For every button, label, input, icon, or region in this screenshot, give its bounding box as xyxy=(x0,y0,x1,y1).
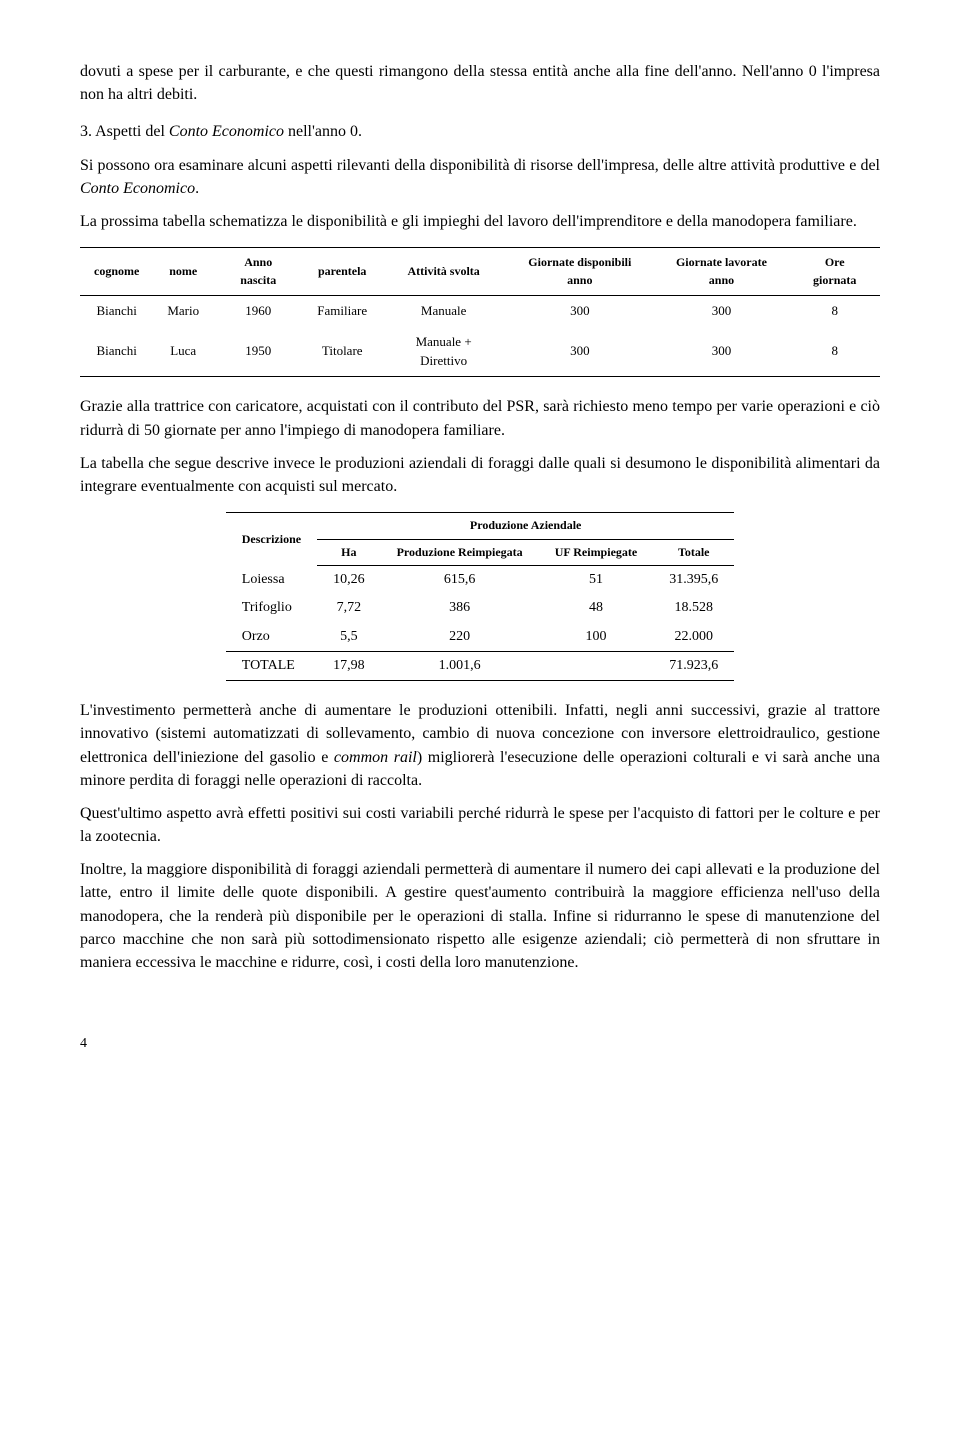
col-cognome: cognome xyxy=(80,248,153,296)
cell: 18.528 xyxy=(653,594,734,622)
cell: 8 xyxy=(789,327,880,377)
section-heading: 3. Aspetti del Conto Economico nell'anno… xyxy=(80,120,880,143)
cell: 100 xyxy=(539,623,654,652)
cell: 7,72 xyxy=(317,594,381,622)
cell: 10,26 xyxy=(317,565,381,594)
page-number: 4 xyxy=(80,1034,880,1054)
cell: 17,98 xyxy=(317,651,381,680)
p6-part-italic: common rail xyxy=(334,749,417,766)
cell: 1.001,6 xyxy=(381,651,539,680)
col-parentela: parentela xyxy=(303,248,381,296)
col-ha: Ha xyxy=(317,539,381,565)
cell: Trifoglio xyxy=(226,594,317,622)
cell: Familiare xyxy=(303,295,381,326)
labor-table-header-row: cognome nome Anno nascita parentela Atti… xyxy=(80,248,880,296)
cell: Manuale xyxy=(381,295,506,326)
cell: 300 xyxy=(653,327,789,377)
p2-part-c: . xyxy=(195,180,199,197)
col-totale: Totale xyxy=(653,539,734,565)
paragraph-3: La prossima tabella schematizza le dispo… xyxy=(80,210,880,233)
col-prod-reimp: Produzione Reimpiegata xyxy=(381,539,539,565)
paragraph-6: L'investimento permetterà anche di aumen… xyxy=(80,699,880,792)
cell: 300 xyxy=(506,295,653,326)
cell: Mario xyxy=(153,295,213,326)
table-row: Trifoglio 7,72 386 48 18.528 xyxy=(226,594,734,622)
table-row: Bianchi Luca 1950 Titolare Manuale + Dir… xyxy=(80,327,880,377)
table-total-row: TOTALE 17,98 1.001,6 71.923,6 xyxy=(226,651,734,680)
cell: 71.923,6 xyxy=(653,651,734,680)
cell: 300 xyxy=(653,295,789,326)
cell: Bianchi xyxy=(80,295,153,326)
table-row: Loiessa 10,26 615,6 51 31.395,6 xyxy=(226,565,734,594)
cell-total-label: TOTALE xyxy=(226,651,317,680)
col-ore: Ore giornata xyxy=(789,248,880,296)
cell: Orzo xyxy=(226,623,317,652)
heading-suffix: nell'anno 0. xyxy=(284,123,362,140)
col-giornate-disp: Giornate disponibili anno xyxy=(506,248,653,296)
col-uf-reimp: UF Reimpiegate xyxy=(539,539,654,565)
cell: 5,5 xyxy=(317,623,381,652)
production-table: Descrizione Produzione Aziendale Ha Prod… xyxy=(226,512,734,681)
labor-table: cognome nome Anno nascita parentela Atti… xyxy=(80,247,880,377)
col-giornate-lav: Giornate lavorate anno xyxy=(653,248,789,296)
paragraph-5: La tabella che segue descrive invece le … xyxy=(80,452,880,498)
col-anno-nascita: Anno nascita xyxy=(213,248,303,296)
cell: Manuale + Direttivo xyxy=(381,327,506,377)
cell: 300 xyxy=(506,327,653,377)
cell: Luca xyxy=(153,327,213,377)
paragraph-8: Inoltre, la maggiore disponibilità di fo… xyxy=(80,858,880,974)
cell: 51 xyxy=(539,565,654,594)
col-descrizione: Descrizione xyxy=(226,513,317,566)
cell: 31.395,6 xyxy=(653,565,734,594)
paragraph-intro: dovuti a spese per il carburante, e che … xyxy=(80,60,880,106)
production-table-group-row: Descrizione Produzione Aziendale xyxy=(226,513,734,539)
heading-italic: Conto Economico xyxy=(169,123,284,140)
cell: Bianchi xyxy=(80,327,153,377)
cell: 1950 xyxy=(213,327,303,377)
cell: 220 xyxy=(381,623,539,652)
cell xyxy=(539,651,654,680)
paragraph-7: Quest'ultimo aspetto avrà effetti positi… xyxy=(80,802,880,848)
paragraph-2: Si possono ora esaminare alcuni aspetti … xyxy=(80,154,880,200)
table-row: Bianchi Mario 1960 Familiare Manuale 300… xyxy=(80,295,880,326)
table-row: Orzo 5,5 220 100 22.000 xyxy=(226,623,734,652)
paragraph-4: Grazie alla trattrice con caricatore, ac… xyxy=(80,395,880,441)
cell: 1960 xyxy=(213,295,303,326)
p2-part-a: Si possono ora esaminare alcuni aspetti … xyxy=(80,157,880,174)
cell: 386 xyxy=(381,594,539,622)
col-nome: nome xyxy=(153,248,213,296)
p2-part-italic: Conto Economico xyxy=(80,180,195,197)
cell: 615,6 xyxy=(381,565,539,594)
cell: 22.000 xyxy=(653,623,734,652)
cell: Titolare xyxy=(303,327,381,377)
cell: 8 xyxy=(789,295,880,326)
heading-prefix: 3. Aspetti del xyxy=(80,123,169,140)
col-group-produzione: Produzione Aziendale xyxy=(317,513,734,539)
cell: 48 xyxy=(539,594,654,622)
cell: Loiessa xyxy=(226,565,317,594)
col-attivita: Attività svolta xyxy=(381,248,506,296)
